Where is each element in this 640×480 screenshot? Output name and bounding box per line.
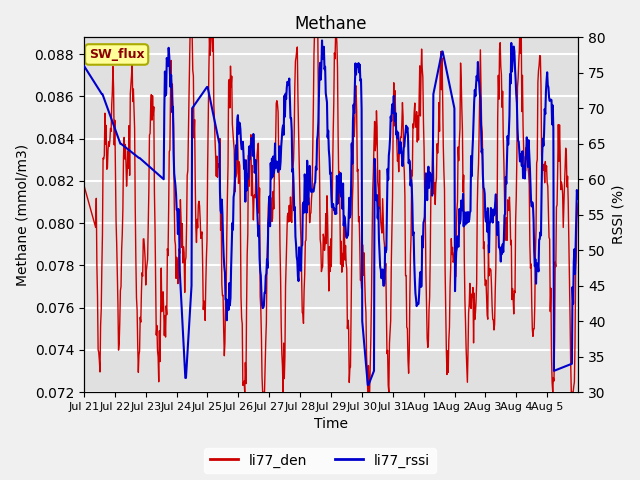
X-axis label: Time: Time: [314, 418, 348, 432]
Legend: li77_den, li77_rssi: li77_den, li77_rssi: [204, 448, 436, 473]
Text: SW_flux: SW_flux: [89, 48, 145, 61]
Y-axis label: RSSI (%): RSSI (%): [611, 185, 625, 244]
Title: Methane: Methane: [295, 15, 367, 33]
Y-axis label: Methane (mmol/m3): Methane (mmol/m3): [15, 144, 29, 286]
